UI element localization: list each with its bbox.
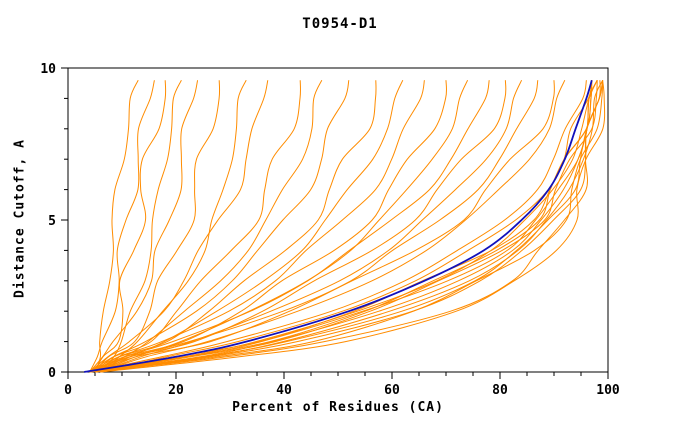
model-curve	[94, 79, 139, 373]
x-tick-label: 100	[596, 383, 620, 398]
model-curve	[94, 80, 604, 373]
model-curve	[94, 80, 377, 373]
model-curve	[89, 80, 199, 373]
model-curve	[94, 80, 507, 373]
y-tick-label: 10	[40, 62, 56, 77]
model-curve	[89, 80, 587, 373]
model-curve	[89, 80, 425, 373]
model-curve	[89, 80, 269, 373]
model-curve	[89, 80, 350, 373]
plot-frame	[67, 67, 609, 373]
model-curve	[100, 79, 523, 373]
x-tick-label: 20	[168, 383, 184, 398]
model-curve	[100, 79, 404, 373]
y-tick-label: 0	[48, 366, 56, 381]
y-tick-label: 5	[48, 214, 56, 229]
x-tick-label: 60	[384, 383, 400, 398]
x-tick-label: 80	[492, 383, 508, 398]
model-curve	[100, 79, 566, 373]
model-curve	[89, 80, 155, 373]
model-curve	[100, 79, 323, 373]
model-curve	[100, 79, 247, 373]
model-curve	[100, 80, 593, 373]
model-curve	[94, 80, 167, 373]
model-curve	[89, 80, 539, 373]
x-axis-label: Percent of Residues (CA)	[232, 400, 444, 415]
x-tick-label: 40	[276, 383, 292, 398]
chart-title: T0954-D1	[302, 16, 378, 32]
model-curve	[94, 80, 221, 373]
model-curve	[94, 80, 604, 373]
model-curve	[89, 79, 604, 373]
model-curve	[100, 80, 606, 373]
model-curve	[100, 79, 469, 373]
model-curve	[89, 80, 490, 373]
model-curve	[94, 80, 302, 373]
model-curve	[94, 80, 448, 373]
x-tick-label: 0	[64, 383, 72, 398]
model-curve	[94, 80, 598, 373]
model-curve	[94, 80, 555, 373]
reference-curve	[84, 79, 593, 373]
model-curve	[100, 80, 601, 373]
model-curve	[100, 79, 182, 373]
